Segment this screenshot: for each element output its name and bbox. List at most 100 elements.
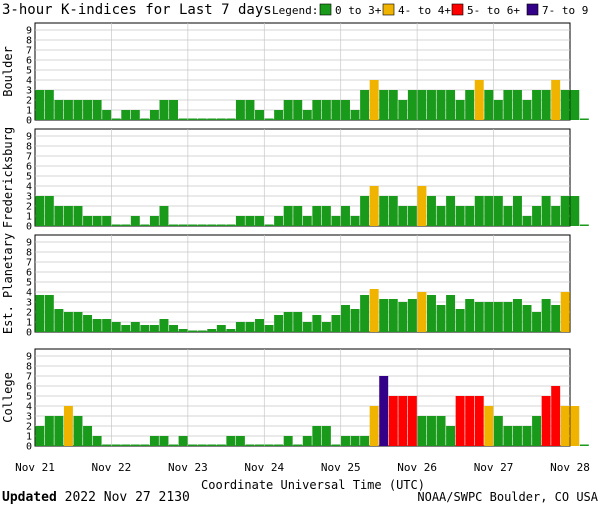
bar [73, 312, 83, 332]
bar [570, 196, 580, 226]
bar [551, 206, 561, 226]
bar [235, 322, 245, 332]
bar [407, 299, 417, 332]
bar [197, 330, 207, 332]
bar [102, 319, 112, 332]
y-tick-label: 1 [26, 212, 32, 223]
bar [92, 216, 102, 226]
bar [350, 309, 360, 332]
bar [121, 444, 131, 446]
bar [360, 436, 370, 446]
bar [484, 196, 494, 226]
bar [522, 216, 532, 226]
bar [522, 426, 532, 446]
bar [579, 118, 589, 120]
bar [407, 90, 417, 120]
bar [512, 196, 522, 226]
bar [379, 196, 389, 226]
bar [35, 426, 45, 446]
bar [216, 325, 226, 332]
y-tick-label: 1 [26, 432, 32, 443]
bar [455, 206, 465, 226]
bar [426, 295, 436, 332]
x-tick-label: Nov 22 [92, 461, 132, 474]
y-tick-label: 0 [26, 328, 32, 339]
legend-swatch [382, 3, 395, 16]
bar [149, 436, 159, 446]
bar [92, 100, 102, 120]
bar [541, 396, 551, 446]
bar [302, 322, 312, 332]
y-tick-label: 3 [26, 298, 32, 309]
bar [436, 206, 446, 226]
bar [54, 309, 64, 332]
bar [226, 329, 236, 332]
x-axis-label: Coordinate Universal Time (UTC) [201, 478, 425, 492]
bar [426, 90, 436, 120]
bar [197, 118, 207, 120]
bar [474, 80, 484, 120]
bar [360, 196, 370, 226]
bar [503, 302, 513, 332]
bar [321, 100, 331, 120]
bar [111, 444, 121, 446]
y-tick-label: 7 [26, 258, 32, 269]
legend-text: 0 to 3+ [335, 4, 382, 17]
bar [522, 100, 532, 120]
bar [235, 436, 245, 446]
bar [255, 319, 264, 332]
bar [321, 322, 331, 332]
bar [522, 305, 532, 332]
bar [178, 329, 188, 332]
y-tick-label: 0 [26, 222, 32, 233]
y-tick-label: 1 [26, 106, 32, 117]
bar [83, 426, 93, 446]
bar [512, 90, 522, 120]
bar [379, 299, 389, 332]
bar [169, 325, 179, 332]
bar [226, 224, 236, 226]
bar [398, 302, 408, 332]
y-tick-label: 4 [26, 288, 32, 299]
y-tick-label: 5 [26, 278, 32, 289]
y-tick-label: 6 [26, 268, 32, 279]
bar [274, 216, 284, 226]
bar [388, 90, 398, 120]
bar [417, 416, 427, 446]
bar [331, 100, 341, 120]
bar [465, 90, 475, 120]
bar [264, 224, 274, 226]
bar [379, 90, 389, 120]
bar [274, 315, 284, 332]
y-tick-label: 9 [26, 352, 32, 363]
y-tick-label: 7 [26, 372, 32, 383]
x-tick-label: Nov 26 [397, 461, 437, 474]
legend-text: 4- to 4+ [398, 4, 451, 17]
y-tick-label: 4 [26, 402, 32, 413]
bar [312, 100, 322, 120]
bar [350, 436, 360, 446]
bar [302, 436, 312, 446]
bar [264, 444, 274, 446]
bar [140, 118, 150, 120]
bar [436, 90, 446, 120]
bar [417, 186, 427, 226]
bar [407, 206, 417, 226]
bar [63, 206, 73, 226]
y-tick-label: 8 [26, 142, 32, 153]
bar [149, 110, 159, 120]
bar [503, 426, 513, 446]
bar [302, 216, 312, 226]
bar [551, 386, 561, 446]
bar [73, 100, 83, 120]
bar [255, 216, 264, 226]
bar [446, 196, 456, 226]
bar [484, 90, 494, 120]
y-tick-label: 6 [26, 162, 32, 173]
bar [197, 444, 207, 446]
y-tick-label: 2 [26, 96, 32, 107]
bar [512, 426, 522, 446]
bar [44, 295, 54, 332]
bar [83, 315, 93, 332]
